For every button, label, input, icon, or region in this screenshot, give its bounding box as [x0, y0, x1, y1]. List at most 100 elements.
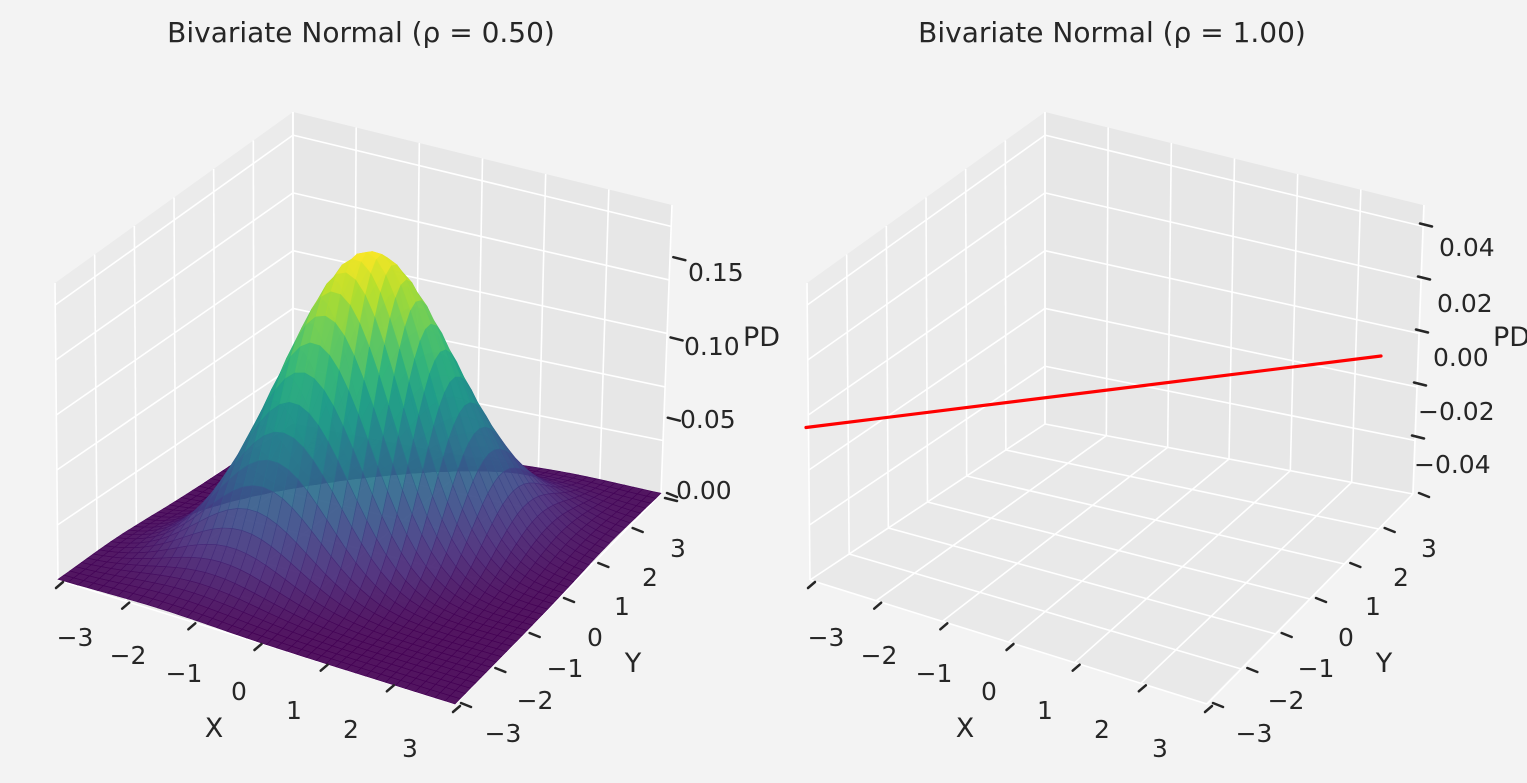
y-tick — [631, 526, 644, 534]
grid-line — [1228, 158, 1236, 460]
grid-line — [292, 192, 670, 281]
x-tick — [253, 642, 263, 652]
left-y-tick-label: −1 — [547, 654, 584, 683]
right-y-tick-label: −3 — [1236, 719, 1273, 748]
x-tick — [872, 601, 883, 610]
right-series — [804, 354, 1383, 430]
grid-line — [1044, 192, 1422, 281]
left-x-tick-label: 0 — [231, 677, 247, 706]
left-y-tick-label: −2 — [517, 686, 554, 715]
right-z-axis-label: PD — [1493, 322, 1527, 353]
z-tick — [663, 496, 679, 503]
left-surface — [57, 251, 662, 705]
left-y-tick-label: 1 — [614, 592, 630, 621]
grid-line — [1004, 140, 1007, 451]
left-title: Bivariate Normal (ρ = 0.50) — [167, 16, 555, 49]
grid-line — [1044, 134, 1424, 228]
grid-line — [173, 197, 177, 503]
grid-line — [1044, 249, 1420, 335]
right-pane-back-right — [1045, 112, 1423, 494]
right-y-axis-label: Y — [1375, 648, 1393, 679]
left-z-tick-label: 0.00 — [676, 476, 732, 505]
y-tick — [562, 596, 576, 604]
left-y-axis-label: Y — [624, 648, 642, 679]
z-tick — [666, 416, 682, 422]
grid-line — [54, 282, 59, 581]
y-tick — [1280, 631, 1293, 639]
right-x-tick-label: −1 — [916, 659, 953, 688]
x-tick — [451, 704, 462, 714]
x-tick — [385, 684, 396, 693]
z-tick — [1412, 381, 1428, 387]
grid-line — [598, 189, 610, 483]
grid-line — [292, 134, 672, 228]
left-y-tick-label: 3 — [670, 534, 686, 563]
z-tick — [1414, 328, 1430, 334]
series-line — [804, 354, 1383, 430]
right-y-tick-label: −1 — [1298, 654, 1335, 683]
x-tick — [54, 580, 65, 590]
y-tick — [459, 701, 473, 709]
grid-line — [1005, 449, 1379, 530]
y-tick — [528, 631, 541, 639]
left-z-axis-label: PD — [743, 322, 780, 353]
grid-line — [885, 225, 890, 529]
x-tick — [1005, 642, 1015, 652]
left-x-tick-label: −2 — [110, 641, 147, 670]
left-x-tick-label: 3 — [402, 734, 418, 763]
grid-line — [56, 365, 294, 526]
right-x-tick-label: 1 — [1037, 696, 1053, 725]
right-z-tick-label: 0.00 — [1433, 343, 1489, 372]
right-y-tick-label: 0 — [1338, 623, 1354, 652]
left-x-axis-label: X — [205, 713, 224, 744]
right-tick-marks — [806, 222, 1434, 714]
x-tick — [1071, 663, 1081, 672]
left-x-tick-label: −1 — [166, 659, 203, 688]
z-tick — [1418, 222, 1434, 228]
z-tick — [669, 336, 684, 342]
left-x-tick-label: 2 — [343, 715, 359, 744]
left-z-tick-label: 0.15 — [688, 258, 744, 287]
grid-line — [807, 250, 1046, 416]
grid-line — [806, 282, 811, 581]
right-x-tick-label: −2 — [861, 641, 898, 670]
left-y-tick-label: 0 — [587, 623, 603, 652]
right-x-tick-label: 3 — [1152, 734, 1168, 763]
grid-line — [806, 134, 1046, 306]
y-tick — [1349, 561, 1362, 569]
grid-line — [1044, 365, 1416, 442]
z-tick — [1416, 275, 1432, 281]
grid-line — [1044, 307, 1418, 388]
y-tick — [665, 491, 679, 499]
y-tick — [494, 666, 507, 674]
grid-line — [1350, 189, 1362, 483]
x-tick — [939, 622, 949, 631]
right-z-tick-label: −0.02 — [1418, 397, 1495, 426]
left-tick-marks — [54, 255, 687, 714]
x-tick — [1203, 704, 1214, 714]
right-y-tick-label: −2 — [1268, 686, 1305, 715]
y-tick — [1314, 596, 1328, 604]
x-tick — [187, 622, 197, 631]
y-tick — [1417, 491, 1431, 499]
right-pane-floor — [810, 424, 1412, 704]
grid-line — [55, 250, 294, 416]
right-x-tick-label: 0 — [981, 677, 997, 706]
grid-line — [1289, 173, 1299, 471]
y-tick — [1383, 526, 1396, 534]
right-grid — [806, 112, 1425, 705]
grid-line — [1105, 127, 1109, 436]
z-tick — [672, 255, 687, 262]
right-y-tick-label: 1 — [1365, 592, 1381, 621]
surface-patch — [444, 695, 461, 705]
grid-line — [1206, 493, 1414, 705]
left-z-tick-label: 0.10 — [684, 332, 740, 361]
right-title: Bivariate Normal (ρ = 1.00) — [918, 16, 1306, 49]
right-z-tick-label: 0.02 — [1437, 289, 1493, 318]
x-tick — [806, 580, 817, 590]
grid-line — [845, 254, 850, 555]
right-y-tick-label: 2 — [1393, 563, 1409, 592]
grid-line — [252, 140, 255, 451]
left-y-tick-label: −3 — [485, 719, 522, 748]
left-x-tick-label: 1 — [286, 696, 302, 725]
